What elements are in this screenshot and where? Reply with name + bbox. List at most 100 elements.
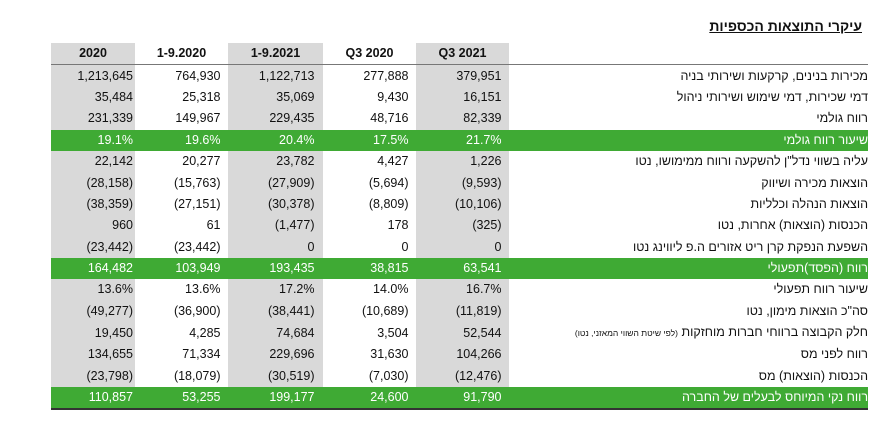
table-row: 110,857 53,255 199,177 24,600 91,790 רווח נקי…: [51, 386, 868, 411]
cell-value: (11,819): [455, 303, 502, 318]
table-cell: 4,427: [323, 151, 416, 172]
cell-value: (7,030): [368, 368, 409, 383]
table-cell: 19.6%: [135, 129, 228, 151]
table-cell: (18,079): [135, 365, 228, 386]
cell-value: 19.1%: [97, 132, 133, 147]
row-label-cell: רווח נקי המיוחס לבעלים של החברה: [509, 386, 868, 411]
table-row: 22,142 20,277 23,782 4,427 1,226 עליה בשווי נ…: [51, 150, 868, 173]
table-cell: 24,600: [323, 386, 416, 411]
table-cell: 19,450: [51, 322, 135, 345]
row-label-cell: רווח גולמי: [509, 108, 868, 129]
table-cell: 22,142: [51, 150, 135, 173]
table-cell: 19.1%: [51, 129, 135, 151]
column-header-q3-2020: Q3 2020: [323, 43, 416, 66]
table-cell: 53,255: [135, 386, 228, 411]
table-cell: 63,541: [416, 257, 509, 280]
table-cell: (7,030): [323, 365, 416, 386]
table-cell: 17.5%: [323, 129, 416, 151]
cell-value: (23,442): [86, 239, 133, 254]
table-row: (49,277) (36,900) (38,441) (10,689) (11,819)…: [51, 300, 868, 323]
cell-value: 91,790: [463, 390, 502, 405]
table-cell: 1,122,713: [228, 64, 323, 87]
table-row: (28,158) (15,763) (27,909) (5,694) (9,593) הו…: [51, 172, 868, 194]
row-label: רווח (הפסד)תפעולי: [767, 261, 868, 276]
row-label-cell: שיעור רווח גולמי: [509, 129, 868, 151]
cell-value: 277,888: [363, 68, 409, 83]
table-row: 19.1% 19.6% 20.4% 17.5% 21.7% שיעור רווח גולמ…: [51, 129, 868, 151]
table-cell: 21.7%: [416, 129, 509, 151]
column-header-label: [509, 43, 868, 66]
cell-value: (36,900): [173, 303, 221, 318]
cell-value: (5,694): [368, 175, 409, 190]
table-cell: 3,504: [323, 322, 416, 344]
table-cell: 23,782: [228, 150, 323, 173]
table-cell: (8,809): [323, 194, 416, 215]
table-cell: 149,967: [135, 108, 228, 129]
table-cell: (12,476): [416, 365, 509, 387]
column-header-1-9-2020: 1-9.2020: [135, 43, 228, 66]
row-label: עליה בשווי נדל"ן להשקעה ורווח ממימושו, נ…: [635, 154, 868, 169]
table-cell: (27,151): [135, 194, 228, 215]
cell-value: (27,909): [267, 175, 315, 190]
cell-value: (1,477): [274, 218, 315, 233]
cell-value: (28,158): [86, 175, 133, 190]
table-cell: 61: [135, 215, 228, 236]
row-label: הכנסות (הוצאות) מס: [758, 368, 868, 383]
cell-value: (18,079): [173, 368, 221, 383]
cell-value: 19.6%: [185, 132, 221, 147]
table-row: 1,213,645 764,930 1,122,713 277,888 379,951 מ…: [51, 64, 868, 87]
row-label-cell: הכנסות (הוצאות) אחרות, נטו: [509, 215, 868, 236]
table-cell: 960: [51, 215, 135, 237]
cell-value: 4,285: [189, 325, 221, 340]
cell-value: 178: [387, 218, 409, 233]
cell-value: 35,069: [276, 89, 315, 104]
table-cell: 35,484: [51, 86, 135, 109]
cell-value: (30,378): [267, 196, 315, 211]
cell-value: 74,684: [276, 325, 315, 340]
table-cell: 379,951: [416, 64, 509, 87]
table-cell: 1,213,645: [51, 64, 135, 87]
row-label-cell: מכירות בנינים, קרקעות ושירותי בניה: [509, 65, 868, 87]
cell-value: 17.5%: [373, 132, 409, 147]
row-label-cell: השפעת הנפקת קרן ריט אזורים ה.פ ליווינג נ…: [509, 237, 868, 258]
table-cell: 199,177: [228, 386, 323, 411]
table-cell: (10,106): [416, 193, 509, 216]
table-cell: 31,630: [323, 344, 416, 365]
row-label-cell: עליה בשווי נדל"ן להשקעה ורווח ממימושו, נ…: [509, 151, 868, 172]
cell-value: 61: [206, 218, 221, 233]
cell-value: 1,122,713: [258, 68, 315, 83]
cell-value: 35,484: [94, 89, 133, 104]
page-title: עיקרי התוצאות הכספיות: [709, 18, 862, 34]
cell-value: 1,226: [470, 154, 502, 169]
row-label-cell: הכנסות (הוצאות) מס: [509, 365, 868, 386]
row-label-cell: רווח לפני מס: [509, 344, 868, 365]
table-cell: 178: [323, 215, 416, 236]
table-row: 134,655 71,334 229,696 31,630 104,266 רווח לפ…: [51, 344, 868, 366]
cell-value: 193,435: [269, 261, 315, 276]
row-label-note: (לפי שיטת השווי המאזני, נטו): [574, 328, 679, 339]
cell-value: 0: [494, 239, 502, 254]
table-cell: 25,318: [135, 87, 228, 108]
row-label-cell: דמי שכירות, דמי שימוש ושירותי ניהול: [509, 87, 868, 108]
table-row: 19,450 4,285 74,684 3,504 52,544 חלק הקבוצה ב…: [51, 322, 868, 345]
table-cell: 13.6%: [51, 279, 135, 301]
table-row: 231,339 149,967 229,435 48,716 82,339 רווח גו…: [51, 108, 868, 130]
cell-value: 20,277: [182, 154, 221, 169]
table-cell: 164,482: [51, 257, 135, 280]
row-label-cell: הוצאות הנהלה וכלליות: [509, 194, 868, 215]
cell-value: (49,277): [86, 303, 133, 318]
table-cell: 277,888: [323, 65, 416, 87]
table-cell: 231,339: [51, 108, 135, 130]
table-cell: (38,359): [51, 193, 135, 216]
cell-value: (9,593): [461, 175, 502, 190]
row-label: דמי שכירות, דמי שימוש ושירותי ניהול: [676, 89, 868, 104]
cell-value: 17.2%: [279, 282, 315, 297]
table-row: 960 61 (1,477) 178 (325) הכנסות (הוצאות) אחרו…: [51, 215, 868, 237]
cell-value: 764,930: [175, 68, 221, 83]
cell-value: 229,696: [269, 347, 315, 362]
table-cell: (36,900): [135, 301, 228, 322]
row-label-cell: סה"כ הוצאות מימון, נטו: [509, 301, 868, 322]
table-cell: 16.7%: [416, 279, 509, 301]
table-cell: 17.2%: [228, 279, 323, 301]
cell-value: (23,442): [173, 239, 221, 254]
